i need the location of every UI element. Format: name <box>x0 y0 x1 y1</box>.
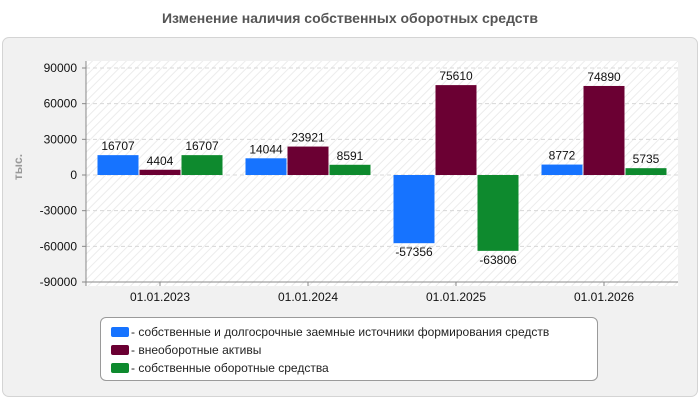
bar <box>329 164 371 175</box>
legend-swatch-series-2 <box>111 345 129 355</box>
bar <box>245 158 287 175</box>
data-label: 8591 <box>337 149 364 163</box>
data-label: 16707 <box>185 139 219 153</box>
bar <box>97 155 139 175</box>
legend-label-series-2: - внеоборотные активы <box>131 343 262 357</box>
y-tick-label: 90000 <box>44 61 78 75</box>
bar <box>583 85 625 175</box>
data-label: 16707 <box>101 139 135 153</box>
y-tick-label: 60000 <box>44 97 78 111</box>
legend-item: - внеоборотные активы <box>111 341 597 359</box>
x-tick-label: 01.01.2025 <box>426 290 486 304</box>
bar <box>139 169 181 175</box>
legend-item: - собственные и долгосрочные заемные ист… <box>111 323 597 341</box>
legend: - собственные и долгосрочные заемные ист… <box>100 317 598 381</box>
data-label: -63806 <box>479 253 517 267</box>
data-label: 4404 <box>147 154 174 168</box>
legend-swatch-series-3 <box>111 363 129 373</box>
y-tick-label: 0 <box>70 168 77 182</box>
x-tick-label: 01.01.2026 <box>574 290 634 304</box>
y-tick-label: -90000 <box>40 275 78 289</box>
data-label: 8772 <box>549 149 576 163</box>
chart-title: Изменение наличия собственных оборотных … <box>161 10 539 26</box>
data-label: 5735 <box>633 152 660 166</box>
bar <box>477 175 519 251</box>
data-label: 74890 <box>587 70 621 84</box>
x-tick-label: 01.01.2024 <box>278 290 338 304</box>
legend-swatch-series-1 <box>111 327 129 337</box>
bar <box>287 146 329 175</box>
data-label: 23921 <box>291 131 325 145</box>
x-tick-label: 01.01.2023 <box>130 290 190 304</box>
y-tick-label: 30000 <box>44 132 78 146</box>
y-tick-label: -60000 <box>40 239 78 253</box>
bar <box>393 175 435 244</box>
data-label: 14044 <box>249 142 283 156</box>
bar <box>625 168 667 175</box>
y-axis-label: тыс. <box>11 154 25 180</box>
legend-item: - собственные оборотные средства <box>111 359 597 377</box>
bar <box>541 164 583 175</box>
bar <box>181 155 223 175</box>
y-tick-label: -30000 <box>40 204 78 218</box>
legend-label-series-3: - собственные оборотные средства <box>131 361 329 375</box>
data-label: -57356 <box>395 245 433 259</box>
data-label: 75610 <box>439 69 473 83</box>
bar <box>435 85 477 175</box>
legend-label-series-1: - собственные и долгосрочные заемные ист… <box>131 325 550 339</box>
